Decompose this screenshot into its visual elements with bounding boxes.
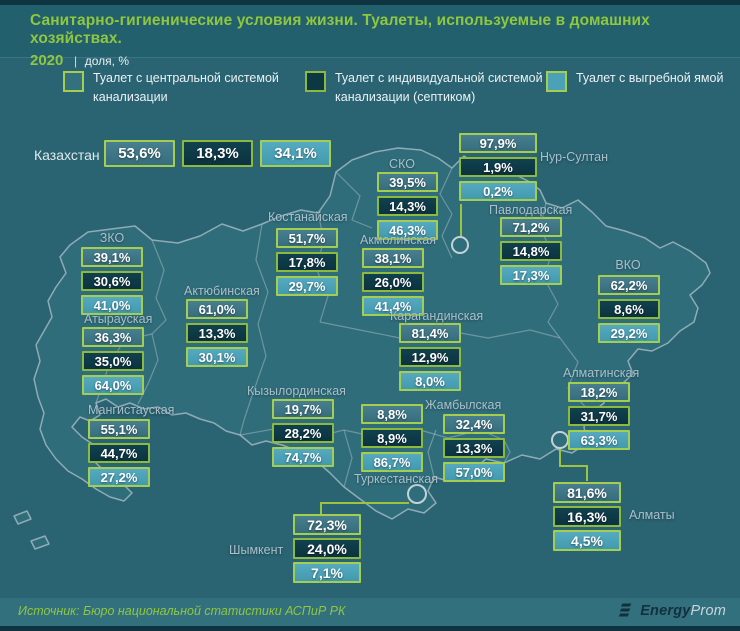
value-vko-cesspool: 29,2% [598, 323, 660, 343]
region-label-mangistau: Мангистауская [88, 403, 175, 417]
value-vko-septic: 8,6% [598, 299, 660, 319]
legend-label-septic: Туалет с индивидуальной системой канализ… [335, 71, 543, 104]
value-mangistau-central: 55,1% [88, 419, 150, 439]
region-label-karaganda: Карагандинская [390, 309, 484, 323]
value-mangistau-cesspool: 27,2% [88, 467, 150, 487]
region-label-almaty: Алматы [629, 508, 675, 522]
value-almaty-septic: 16,3% [553, 506, 621, 527]
value-zhambyl-septic: 13,3% [443, 438, 505, 458]
region-label-kostanay: Костанайская [268, 210, 348, 224]
value-atyrau-central: 36,3% [82, 327, 144, 347]
value-almatinskaya-septic: 31,7% [568, 406, 630, 426]
page-title: Санитарно-гигиенические условия жизни. Т… [30, 12, 650, 47]
value-almaty-cesspool: 4,5% [553, 530, 621, 551]
region-label-sko: СКО [389, 157, 415, 171]
region-label-vko: ВКО [615, 258, 641, 272]
region-label-atyrau: Атырауская [84, 312, 153, 326]
region-label-pavlodar: Павлодарская [489, 203, 573, 217]
logo-text-bold: Energy [640, 603, 691, 619]
value-akmola-central: 38,1% [362, 248, 424, 268]
value-pavlodar-cesspool: 17,3% [500, 265, 562, 285]
value-kostanay-central: 51,7% [276, 228, 338, 248]
region-label-aktobe: Актюбинская [184, 284, 260, 298]
national-value-cesspool: 34,1% [260, 140, 331, 167]
value-nursultan-central: 97,9% [459, 133, 537, 153]
value-zko-septic: 30,6% [81, 271, 143, 291]
value-kyzylorda-cesspool: 74,7% [272, 447, 334, 467]
unit-label: доля, % [84, 54, 129, 68]
footer: Источник: Бюро национальной статистики А… [0, 598, 740, 626]
value-aktobe-septic: 13,3% [186, 323, 248, 343]
region-label-zko: ЗКО [99, 231, 125, 245]
value-zhambyl-cesspool: 57,0% [443, 462, 505, 482]
bottom-accent-strip [0, 626, 740, 631]
value-pavlodar-central: 71,2% [500, 217, 562, 237]
legend-swatch-septic [305, 71, 326, 92]
legend-swatch-central [63, 71, 84, 92]
value-vko-central: 62,2% [598, 275, 660, 295]
value-sko-central: 39,5% [377, 172, 438, 192]
value-turkestan-central: 8,8% [361, 404, 423, 424]
page-subtitle: 2020 | доля, % [30, 52, 740, 69]
value-aktobe-cesspool: 30,1% [186, 347, 248, 367]
value-kostanay-septic: 17,8% [276, 252, 338, 272]
legend-item-central: Туалет с центральной системой канализаци… [63, 71, 283, 107]
region-label-shymkent: Шымкент [229, 543, 284, 557]
value-turkestan-cesspool: 86,7% [361, 452, 423, 472]
value-karaganda-central: 81,4% [399, 323, 461, 343]
national-value-central: 53,6% [104, 140, 175, 167]
value-shymkent-cesspool: 7,1% [293, 562, 361, 583]
national-values-row: 53,6% 18,3% 34,1% [104, 140, 331, 167]
value-zko-central: 39,1% [81, 247, 143, 267]
energyprom-logo: EnergyProm [617, 602, 726, 620]
value-nursultan-cesspool: 0,2% [459, 181, 537, 201]
value-zhambyl-central: 32,4% [443, 414, 505, 434]
title-separator: | [74, 54, 78, 68]
value-kyzylorda-septic: 28,2% [272, 423, 334, 443]
value-mangistau-septic: 44,7% [88, 443, 150, 463]
value-atyrau-septic: 35,0% [82, 351, 144, 371]
national-value-septic: 18,3% [182, 140, 253, 167]
top-accent-strip [0, 0, 740, 5]
value-almatinskaya-cesspool: 63,3% [568, 430, 630, 450]
value-kostanay-cesspool: 29,7% [276, 276, 338, 296]
energyprom-icon [618, 603, 632, 617]
national-label: Казахстан [34, 147, 100, 163]
year-label: 2020 [30, 52, 64, 69]
value-karaganda-cesspool: 8,0% [399, 371, 461, 391]
value-pavlodar-septic: 14,8% [500, 241, 562, 261]
value-kyzylorda-central: 19,7% [272, 399, 334, 419]
value-nursultan-septic: 1,9% [459, 157, 537, 177]
header: Санитарно-гигиенические условия жизни. Т… [0, 5, 740, 69]
region-label-turkestan: Туркестанская [354, 472, 438, 486]
value-karaganda-septic: 12,9% [399, 347, 461, 367]
value-almaty-central: 81,6% [553, 482, 621, 503]
value-shymkent-septic: 24,0% [293, 538, 361, 559]
region-label-almatinskaya: Алматинская [563, 366, 640, 380]
legend-label-cesspool: Туалет с выгребной ямой [576, 71, 724, 85]
region-label-kyzylorda: Кызылординская [247, 384, 346, 398]
value-sko-septic: 14,3% [377, 196, 438, 216]
source-text: Источник: Бюро национальной статистики А… [18, 604, 346, 618]
value-akmola-septic: 26,0% [362, 272, 424, 292]
legend-item-septic: Туалет с индивидуальной системой канализ… [305, 71, 550, 107]
legend-swatch-cesspool [546, 71, 567, 92]
region-label-nursultan: Нур-Султан [540, 150, 608, 164]
legend-label-central: Туалет с центральной системой канализаци… [93, 71, 279, 104]
value-atyrau-cesspool: 64,0% [82, 375, 144, 395]
region-label-zhambyl: Жамбылская [425, 398, 502, 412]
value-turkestan-septic: 8,9% [361, 428, 423, 448]
value-almatinskaya-central: 18,2% [568, 382, 630, 402]
logo-text-light: Prom [690, 603, 726, 619]
value-shymkent-central: 72,3% [293, 514, 361, 535]
value-aktobe-central: 61,0% [186, 299, 248, 319]
region-label-akmola: Акмолинская [360, 233, 436, 247]
legend-item-cesspool: Туалет с выгребной ямой [546, 71, 726, 92]
